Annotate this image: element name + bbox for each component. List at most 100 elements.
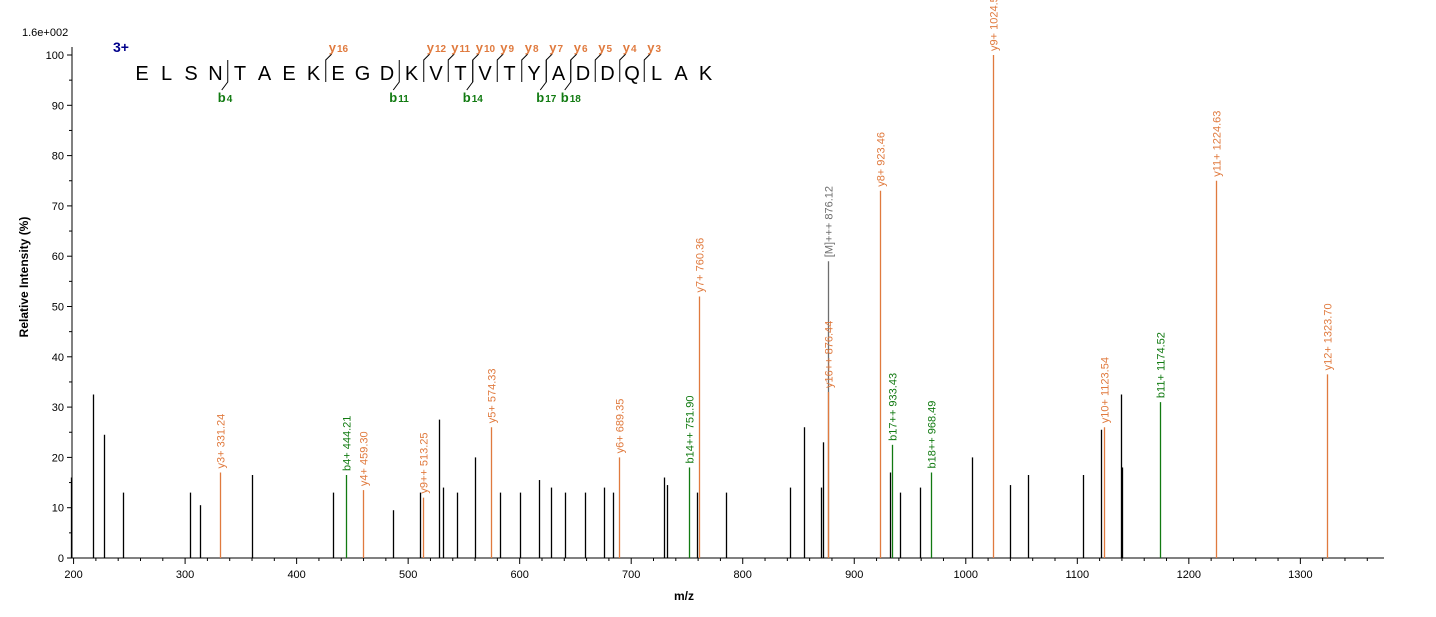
sequence-residue: K: [405, 63, 419, 85]
y-fragment-label: y10: [476, 40, 496, 55]
y-tick-label: 0: [58, 553, 64, 565]
sequence-residue: E: [135, 63, 148, 85]
sequence-residue: T: [503, 63, 515, 85]
y-fragment-marker: [496, 53, 504, 82]
y-fragment-label: y12: [427, 40, 447, 55]
peak-label: y12+ 1323.70: [1323, 303, 1335, 370]
peak-label: b17++ 933.43: [888, 373, 900, 441]
peak-label: y10+ 1123.54: [1100, 357, 1112, 423]
b-fragment-marker: [466, 60, 474, 91]
peak-label: y7+ 760.36: [695, 238, 707, 293]
peak-label: y6+ 689.35: [615, 399, 627, 454]
sequence-residue: E: [331, 63, 344, 85]
sequence-residue: G: [355, 63, 371, 85]
y-tick-label: 50: [52, 302, 64, 314]
sequence-residue: Q: [624, 63, 640, 85]
sequence-residue: D: [576, 63, 590, 85]
peak-label: y8+ 923.46: [876, 132, 888, 187]
y-fragment-marker: [521, 53, 529, 82]
sequence-residue: D: [600, 63, 614, 85]
x-tick-label: 1100: [1065, 569, 1089, 581]
y-fragment-marker: [643, 53, 651, 82]
sequence-residue: Y: [527, 63, 540, 85]
peak-label: [M]+++ 876.12: [824, 186, 836, 257]
charge-state-label: 3+: [113, 39, 129, 55]
peak-label: b14++ 751.90: [685, 396, 697, 464]
y-tick-label: 30: [52, 402, 64, 414]
y-axis-title: Relative Intensity (%): [17, 217, 31, 338]
sequence-residue: L: [161, 63, 172, 85]
y-fragment-label: y4: [623, 40, 637, 55]
sequence-residue: K: [307, 63, 321, 85]
x-tick-label: 1300: [1288, 569, 1312, 581]
peak-label: y3+ 331.24: [216, 414, 228, 469]
y-fragment-label: y8: [525, 40, 539, 55]
y-fragment-label: y5: [598, 40, 612, 55]
sequence-residue: T: [234, 63, 246, 85]
plot-area: 0 10 20 30 40 50 60 70 80 90 100 200 300 400 500 600 700…: [46, 0, 1384, 581]
sequence-residue: L: [651, 63, 662, 85]
b-fragment-label: b11: [389, 90, 409, 105]
b-fragment-label: b4: [218, 90, 233, 105]
b-fragment-label: b17: [536, 90, 557, 105]
y-fragment-marker: [594, 53, 602, 82]
sequence-residue: D: [380, 63, 394, 85]
x-tick-label: 600: [510, 569, 528, 581]
intensity-scale-label: 1.6e+002: [22, 27, 68, 39]
sequence-residue: A: [674, 63, 688, 85]
y-fragment-label: y11: [451, 40, 470, 55]
y-fragment-label: y3: [647, 40, 661, 55]
peak-label: b4+ 444.21: [342, 416, 354, 471]
b-fragment-marker: [392, 60, 400, 91]
b-fragment-label: b18: [561, 90, 582, 105]
y-tick-label: 80: [52, 151, 64, 163]
x-axis-title: m/z: [674, 589, 694, 603]
y-fragment-marker: [619, 53, 627, 82]
y-tick-label: 10: [52, 503, 64, 515]
peak-label: y5+ 574.33: [487, 368, 499, 423]
y-fragment-marker: [447, 53, 455, 82]
sequence-residue: A: [258, 63, 272, 85]
y-fragment-label: y6: [574, 40, 588, 55]
sequence-residue: K: [699, 63, 713, 85]
x-tick-label: 300: [176, 569, 194, 581]
sequence-residue: S: [184, 63, 197, 85]
y-tick-label: 60: [52, 251, 64, 263]
x-tick-label: 400: [287, 569, 305, 581]
sequence-residue: V: [478, 63, 492, 85]
y-tick-label: 70: [52, 201, 64, 213]
y-fragment-label: y9: [500, 40, 514, 55]
peak-label: y16++ 876.44: [824, 321, 836, 388]
x-tick-label: 200: [64, 569, 82, 581]
y-fragment-label: y16: [329, 40, 349, 55]
x-tick-label: 1200: [1177, 569, 1201, 581]
sequence-residue: N: [208, 63, 222, 85]
peak-label: y9+ 1024.50: [989, 0, 1001, 51]
peak-label: y4+ 459.30: [359, 431, 371, 486]
b-fragment-label: b14: [463, 90, 484, 105]
x-tick-label: 1000: [954, 569, 978, 581]
x-tick-label: 900: [845, 569, 863, 581]
y-fragment-marker: [325, 53, 333, 82]
sequence-residue: T: [454, 63, 466, 85]
y-tick-label: 100: [46, 50, 64, 62]
peak-label: b18++ 968.49: [927, 401, 939, 469]
peak-label: y11+ 1224.63: [1212, 111, 1224, 177]
y-tick-label: 40: [52, 352, 64, 364]
b-fragment-marker: [539, 60, 547, 91]
x-tick-label: 500: [399, 569, 417, 581]
y-fragment-marker: [423, 53, 431, 82]
y-fragment-label: y7: [549, 40, 563, 55]
y-tick-label: 90: [52, 100, 64, 112]
b-fragment-marker: [221, 60, 229, 91]
x-tick-label: 800: [734, 569, 752, 581]
sequence-residue: V: [429, 63, 443, 85]
y-tick-label: 20: [52, 452, 64, 464]
peak-label: y9++ 513.25: [419, 432, 431, 493]
b-fragment-marker: [564, 60, 572, 91]
x-tick-label: 700: [622, 569, 640, 581]
peak-label: b11+ 1174.52: [1156, 332, 1168, 398]
sequence-residue: A: [552, 63, 566, 85]
